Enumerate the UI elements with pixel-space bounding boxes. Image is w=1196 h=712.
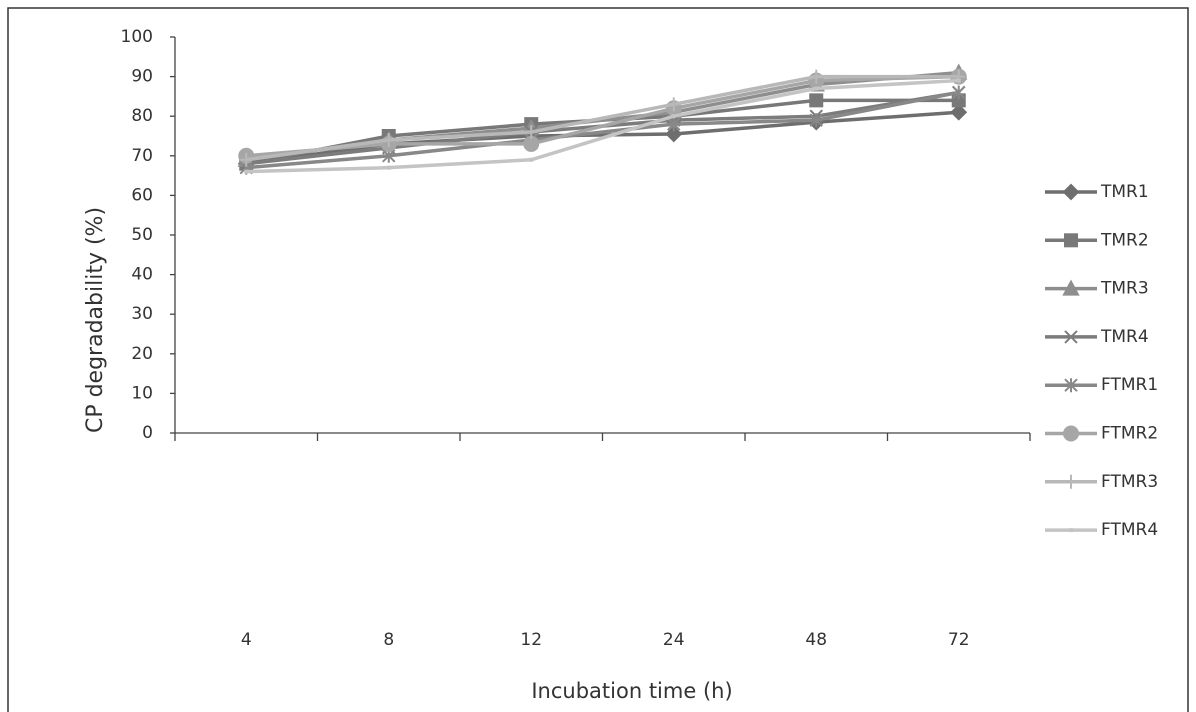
marker <box>810 94 822 106</box>
legend-label: TMR2 <box>1100 230 1149 250</box>
legend-label: FTMR3 <box>1101 472 1158 492</box>
legend-label: FTMR4 <box>1101 520 1158 540</box>
series-line <box>246 92 959 163</box>
y-tick-label: 90 <box>131 67 153 87</box>
y-tick-label: 20 <box>131 344 153 364</box>
legend-label: FTMR2 <box>1101 424 1158 444</box>
x-tick-label: 4 <box>241 630 252 650</box>
marker <box>1064 185 1078 199</box>
chart-frame <box>8 8 1188 712</box>
marker <box>388 167 390 169</box>
marker <box>815 87 817 89</box>
y-axis-title: CP degradability (%) <box>83 207 108 433</box>
marker <box>1064 427 1078 441</box>
x-tick-label: 24 <box>663 630 685 650</box>
marker <box>530 159 532 161</box>
y-tick-label: 0 <box>142 423 153 443</box>
x-tick-label: 72 <box>948 630 970 650</box>
x-axis-title: Incubation time (h) <box>531 679 732 703</box>
x-tick-label: 12 <box>520 630 542 650</box>
legend-label: FTMR1 <box>1101 375 1158 395</box>
y-tick-label: 100 <box>121 27 153 47</box>
legend-label: TMR3 <box>1100 279 1149 299</box>
series-line <box>246 92 959 167</box>
chart: CP degradability (%) Incubation time (h)… <box>0 0 1196 712</box>
marker <box>958 80 960 82</box>
marker <box>1070 529 1072 531</box>
y-tick-label: 70 <box>131 146 153 166</box>
y-tick-label: 50 <box>131 225 153 245</box>
marker <box>1065 475 1077 489</box>
x-tick-label: 48 <box>805 630 827 650</box>
marker <box>673 115 675 117</box>
y-tick-label: 60 <box>131 185 153 205</box>
legend-label: TMR4 <box>1100 327 1149 347</box>
y-tick-label: 80 <box>131 106 153 126</box>
y-tick-label: 30 <box>131 304 153 324</box>
marker <box>245 171 247 173</box>
y-tick-label: 40 <box>131 265 153 285</box>
legend-label: TMR1 <box>1100 182 1149 202</box>
marker <box>1065 234 1077 246</box>
x-tick-label: 8 <box>383 630 394 650</box>
y-tick-label: 10 <box>131 383 153 403</box>
